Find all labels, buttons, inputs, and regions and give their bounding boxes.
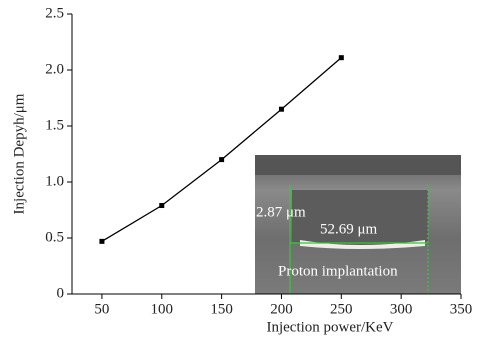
annotation: Proton implantation — [278, 263, 398, 279]
x-axis-label: Injection power/KeV — [266, 319, 393, 335]
y-tick-label: 1.5 — [45, 117, 64, 133]
marker — [279, 107, 284, 112]
y-tick-label: 0 — [57, 285, 65, 301]
marker — [219, 157, 224, 162]
sem-inset: 2.87 μm 52.69 μm Proton implantation — [255, 155, 461, 294]
y-tick-label: 2.0 — [45, 61, 64, 77]
y-axis-label: Injection Depyh/μm — [11, 93, 27, 214]
x-tick-label: 250 — [330, 301, 353, 317]
x-tick-label: 150 — [210, 301, 233, 317]
inset-top — [255, 155, 461, 175]
y-tick-label: 0.5 — [45, 229, 64, 245]
trench — [292, 190, 428, 246]
x-tick-label: 50 — [94, 301, 109, 317]
marker — [159, 203, 164, 208]
x-tick-label: 350 — [450, 301, 473, 317]
chart: 2.87 μm 52.69 μm Proton implantation Inj… — [0, 0, 483, 342]
x-tick-label: 200 — [270, 301, 293, 317]
annotation: 52.69 μm — [320, 221, 378, 237]
x-tick-label: 300 — [390, 301, 413, 317]
y-tick-label: 1.0 — [45, 173, 64, 189]
marker — [339, 55, 344, 60]
marker — [99, 239, 104, 244]
x-tick-label: 100 — [151, 301, 174, 317]
annotation: 2.87 μm — [256, 204, 306, 220]
y-tick-label: 2.5 — [45, 5, 64, 21]
